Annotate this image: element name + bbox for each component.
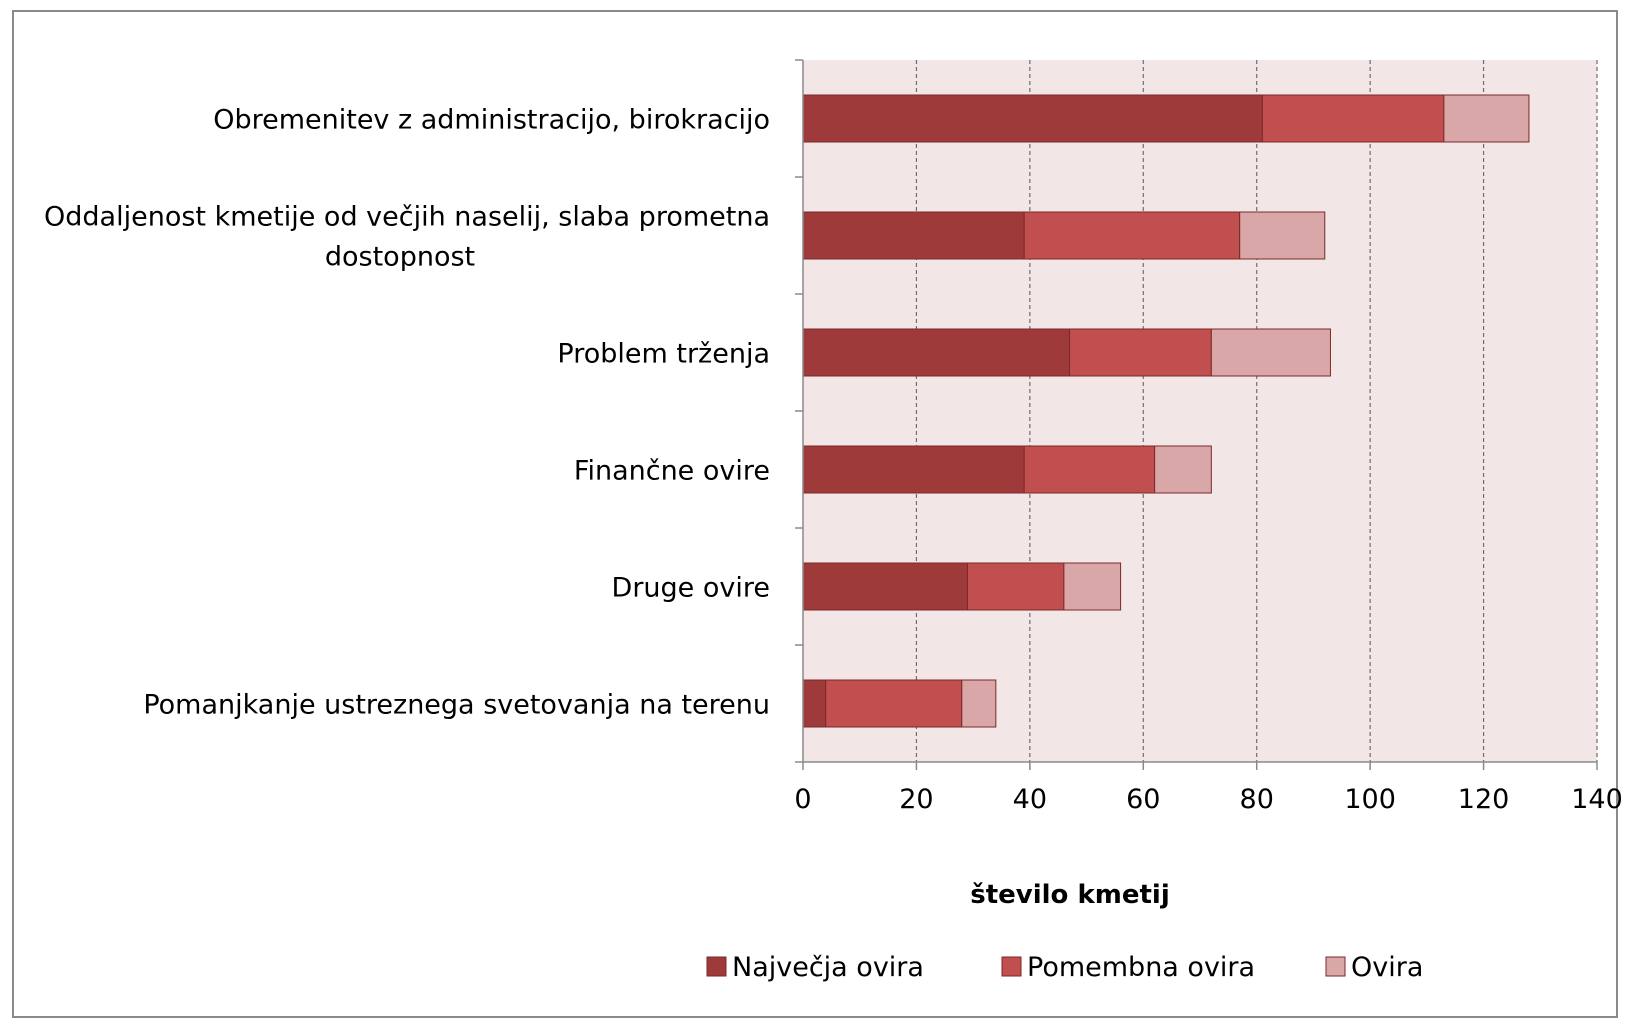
- bar-4-series-1: [802, 445, 1025, 494]
- bar-4-series-2: [1023, 445, 1156, 494]
- bar-4-series-3: [1154, 445, 1212, 494]
- category-label-1: Obremenitev z administracijo, birokracij…: [213, 105, 770, 136]
- bar-6-series-1: [802, 679, 827, 728]
- legend-label-1: Največja ovira: [732, 952, 924, 983]
- bar-5-series-2: [966, 562, 1065, 611]
- category-label-3: Problem trženja: [557, 339, 770, 370]
- bar-1-series-3: [1443, 94, 1530, 143]
- bar-5-series-1: [802, 562, 968, 611]
- x-tick-label-0: 0: [794, 784, 811, 815]
- legend-swatch-3: [1325, 956, 1346, 977]
- x-tick-label-140: 140: [1571, 784, 1623, 815]
- category-label-2: Oddaljenost kmetije od večjih naselij, s…: [44, 202, 770, 273]
- x-tick-label-40: 40: [1013, 784, 1047, 815]
- bar-6-series-2: [825, 679, 963, 728]
- bar-2-series-1: [802, 211, 1025, 260]
- category-label-2-line-1: Oddaljenost kmetije od večjih naselij, s…: [44, 202, 770, 233]
- x-tick-label-120: 120: [1458, 784, 1510, 815]
- x-tick-label-100: 100: [1344, 784, 1396, 815]
- x-tick-label-80: 80: [1240, 784, 1274, 815]
- bar-1-series-2: [1261, 94, 1445, 143]
- x-tick-label-60: 60: [1126, 784, 1160, 815]
- category-label-5: Druge ovire: [612, 573, 770, 604]
- legend-swatch-1: [706, 956, 727, 977]
- legend-label-3: Ovira: [1351, 952, 1423, 983]
- plot-area: [803, 60, 1597, 762]
- category-label-2-line-2: dostopnost: [325, 242, 475, 273]
- bar-3-series-1: [802, 328, 1071, 377]
- bar-5-series-3: [1063, 562, 1122, 611]
- bar-1-series-1: [802, 94, 1263, 143]
- bar-2-series-3: [1239, 211, 1326, 260]
- bar-3-series-3: [1210, 328, 1331, 377]
- x-axis-title: število kmetij: [970, 880, 1170, 910]
- bar-6-series-3: [961, 679, 997, 728]
- category-label-4: Finančne ovire: [574, 456, 770, 487]
- legend-swatch-2: [1001, 956, 1022, 977]
- category-label-6: Pomanjkanje ustreznega svetovanja na ter…: [143, 690, 770, 721]
- x-tick-label-20: 20: [899, 784, 933, 815]
- bar-3-series-2: [1069, 328, 1212, 377]
- legend-label-2: Pomembna ovira: [1027, 952, 1255, 983]
- bar-2-series-2: [1023, 211, 1241, 260]
